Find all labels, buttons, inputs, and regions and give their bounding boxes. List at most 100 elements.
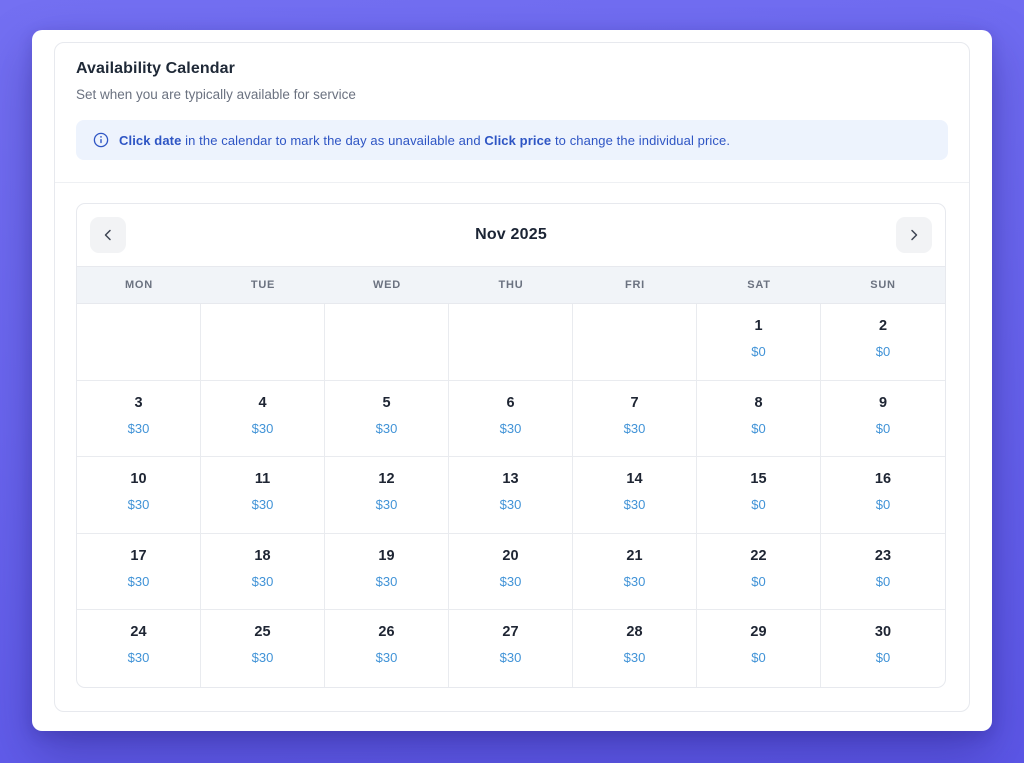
calendar-day-cell[interactable]: 13 $30 — [449, 457, 573, 534]
day-number[interactable]: 8 — [754, 394, 763, 411]
day-number[interactable]: 2 — [878, 318, 888, 334]
day-number[interactable]: 17 — [130, 547, 147, 564]
day-number[interactable]: 18 — [254, 547, 271, 564]
header-divider — [55, 182, 969, 183]
day-price[interactable]: $0 — [751, 573, 766, 589]
day-price[interactable]: $30 — [623, 650, 646, 665]
day-number[interactable]: 1 — [754, 318, 763, 334]
day-price[interactable]: $0 — [751, 650, 766, 665]
day-price[interactable]: $0 — [751, 344, 766, 359]
day-number[interactable]: 24 — [130, 624, 147, 640]
day-price[interactable]: $0 — [875, 344, 891, 359]
day-price[interactable]: $30 — [127, 420, 150, 436]
day-price[interactable]: $30 — [375, 420, 398, 436]
day-price[interactable]: $30 — [375, 650, 398, 665]
calendar-day-cell[interactable]: 8 $0 — [697, 380, 821, 457]
next-month-button[interactable] — [896, 217, 932, 253]
weekday-label: MON — [125, 279, 153, 291]
day-number[interactable]: 13 — [502, 471, 519, 487]
day-number[interactable]: 27 — [502, 624, 519, 640]
day-price[interactable]: $30 — [499, 497, 522, 512]
day-price[interactable]: $30 — [375, 573, 398, 589]
day-price[interactable]: $30 — [623, 573, 646, 589]
day-price[interactable]: $30 — [251, 650, 274, 665]
day-number[interactable]: 26 — [378, 624, 395, 640]
day-number[interactable]: 10 — [130, 471, 147, 487]
day-price[interactable]: $30 — [623, 420, 646, 436]
weekday-label: SUN — [870, 279, 896, 291]
calendar-day-cell[interactable]: 1 $0 — [697, 304, 821, 381]
calendar-day-cell[interactable]: 12 $30 — [325, 457, 449, 534]
day-number[interactable]: 7 — [630, 394, 639, 411]
day-number[interactable]: 11 — [254, 471, 271, 487]
availability-panel: Availability Calendar Set when you are t… — [54, 42, 970, 712]
day-number[interactable]: 21 — [626, 547, 643, 564]
day-number[interactable]: 28 — [626, 624, 643, 640]
calendar-day-cell[interactable]: 16 $0 — [821, 457, 945, 534]
day-price[interactable]: $30 — [127, 650, 150, 665]
day-number[interactable]: 23 — [874, 547, 892, 564]
calendar-day-cell[interactable]: 26 $30 — [325, 610, 449, 687]
day-number[interactable]: 29 — [750, 624, 767, 640]
calendar-day-cell[interactable]: 5 $30 — [325, 380, 449, 457]
prev-month-button[interactable] — [90, 217, 126, 253]
day-number[interactable]: 22 — [750, 547, 767, 564]
day-price[interactable]: $0 — [751, 497, 766, 512]
day-number[interactable]: 30 — [874, 624, 892, 640]
day-number[interactable]: 5 — [382, 394, 391, 411]
calendar-day-cell[interactable]: 24 $30 — [77, 610, 201, 687]
calendar-day-cell[interactable]: 18 $30 — [201, 533, 325, 610]
calendar-day-cell[interactable]: 27 $30 — [449, 610, 573, 687]
calendar-day-cell[interactable]: 14 $30 — [573, 457, 697, 534]
day-number[interactable]: 9 — [878, 394, 888, 411]
day-number[interactable]: 15 — [750, 471, 767, 487]
day-price[interactable]: $30 — [499, 420, 522, 436]
day-number[interactable]: 19 — [378, 547, 395, 564]
calendar-day-cell[interactable]: 6 $30 — [449, 380, 573, 457]
day-number[interactable]: 4 — [258, 394, 267, 411]
calendar-day-cell[interactable]: 21 $30 — [573, 533, 697, 610]
weekday-label: THU — [498, 279, 524, 291]
page-title: Availability Calendar — [76, 60, 235, 77]
day-number[interactable]: 14 — [626, 471, 643, 487]
day-number[interactable]: 20 — [502, 547, 519, 564]
day-price[interactable]: $30 — [251, 497, 274, 512]
calendar-day-cell[interactable]: 20 $30 — [449, 533, 573, 610]
day-price[interactable]: $0 — [875, 420, 891, 436]
day-number[interactable]: 3 — [134, 394, 143, 411]
calendar-day-cell[interactable]: 19 $30 — [325, 533, 449, 610]
calendar-day-cell[interactable]: 17 $30 — [77, 533, 201, 610]
day-price[interactable]: $0 — [875, 650, 891, 665]
day-price[interactable]: $0 — [875, 497, 891, 512]
calendar-day-cell[interactable]: 25 $30 — [201, 610, 325, 687]
calendar-day-cell[interactable]: 2 $0 — [821, 304, 945, 381]
day-price[interactable]: $0 — [751, 420, 766, 436]
day-number[interactable]: 12 — [378, 471, 395, 487]
calendar-day-cell[interactable]: 30 $0 — [821, 610, 945, 687]
day-price[interactable]: $30 — [499, 573, 522, 589]
day-number[interactable]: 6 — [506, 394, 515, 411]
calendar-day-cell[interactable]: 3 $30 — [77, 380, 201, 457]
calendar: Nov 2025 MON TUE WED THU FRI SAT SUN 1 $0 2 $0 3 $3… — [76, 203, 946, 688]
day-price[interactable]: $30 — [375, 497, 398, 512]
calendar-day-cell[interactable]: 28 $30 — [573, 610, 697, 687]
calendar-day-cell[interactable]: 10 $30 — [77, 457, 201, 534]
calendar-day-cell[interactable]: 11 $30 — [201, 457, 325, 534]
calendar-toolbar: Nov 2025 — [77, 204, 945, 266]
day-price[interactable]: $30 — [251, 573, 274, 589]
day-price[interactable]: $30 — [127, 497, 150, 512]
day-price[interactable]: $30 — [499, 650, 522, 665]
calendar-day-cell[interactable]: 15 $0 — [697, 457, 821, 534]
day-price[interactable]: $0 — [875, 573, 891, 589]
day-price[interactable]: $30 — [127, 573, 150, 589]
day-number[interactable]: 16 — [874, 471, 892, 487]
calendar-day-cell[interactable]: 23 $0 — [821, 534, 945, 610]
day-price[interactable]: $30 — [251, 420, 274, 436]
day-price[interactable]: $30 — [623, 497, 646, 512]
calendar-day-cell[interactable]: 9 $0 — [821, 381, 945, 457]
calendar-day-cell[interactable]: 22 $0 — [697, 533, 821, 610]
calendar-day-cell[interactable]: 29 $0 — [697, 610, 821, 687]
day-number[interactable]: 25 — [254, 624, 271, 640]
calendar-day-cell[interactable]: 7 $30 — [573, 380, 697, 457]
calendar-day-cell[interactable]: 4 $30 — [201, 380, 325, 457]
